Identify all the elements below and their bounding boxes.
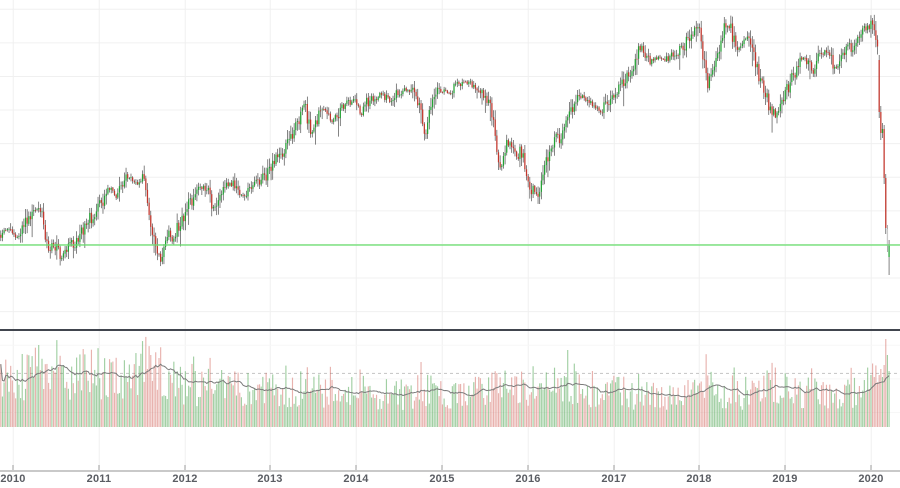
x-axis-year-label: 2020 bbox=[858, 473, 884, 485]
x-axis-year-label: 2016 bbox=[515, 473, 541, 485]
x-axis-year-label: 2014 bbox=[343, 473, 369, 485]
time-axis[interactable]: 2010 2011 2012 2013 2014 2015 2016 2017 2018 2019… bbox=[0, 462, 900, 488]
x-axis-year-label: 2013 bbox=[257, 473, 283, 485]
price-pane[interactable] bbox=[0, 0, 900, 329]
volume-pane[interactable] bbox=[0, 331, 900, 455]
x-axis-year-label: 2015 bbox=[429, 473, 455, 485]
last-price-line[interactable] bbox=[0, 244, 900, 246]
x-axis-year-label: 2011 bbox=[86, 473, 112, 485]
x-axis-year-label: 2010 bbox=[0, 473, 26, 485]
x-axis-year-label: 2017 bbox=[601, 473, 627, 485]
x-axis-year-label: 2012 bbox=[172, 473, 198, 485]
pane-divider[interactable] bbox=[0, 329, 900, 331]
x-axis-year-label: 2019 bbox=[772, 473, 798, 485]
x-axis-year-label: 2018 bbox=[686, 473, 712, 485]
